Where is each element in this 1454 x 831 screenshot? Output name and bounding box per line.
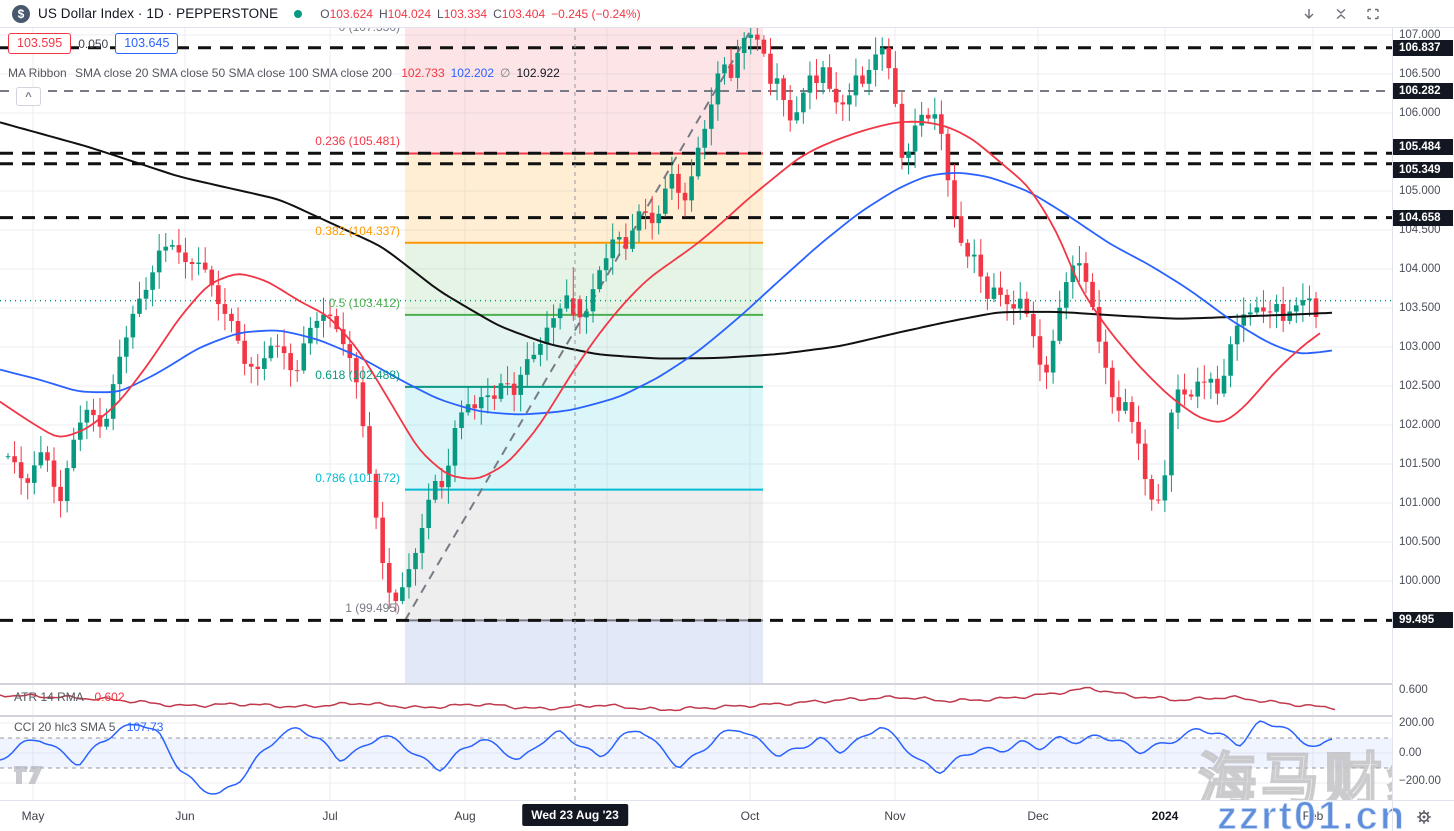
price-tick-label: 107.000 xyxy=(1399,29,1441,41)
price-tick-label: 104.000 xyxy=(1399,263,1441,275)
collapse-panes-icon[interactable] xyxy=(1330,3,1352,25)
price-level-badge: 105.349 xyxy=(1393,161,1453,178)
crosshair-date-badge: Wed 23 Aug '23 xyxy=(522,804,628,826)
bid-ask-legend: 103.595 0.050 103.645 xyxy=(8,33,179,54)
ma-ribbon-params: SMA close 20 SMA close 50 SMA close 100 … xyxy=(75,66,392,80)
url-watermark: zzrt01.cn xyxy=(1216,793,1407,831)
bid-price-box[interactable]: 103.595 xyxy=(8,33,72,54)
price-tick-label: 101.500 xyxy=(1399,458,1441,470)
ma-value: 102.202 xyxy=(450,66,495,80)
ma-ribbon-legend[interactable]: MA Ribbon SMA close 20 SMA close 50 SMA … xyxy=(8,66,560,80)
price-tick-label: 100.000 xyxy=(1399,575,1441,587)
ma-value: ∅ xyxy=(500,66,511,80)
ma-value: 102.733 xyxy=(401,66,445,80)
cci-value: 107.73 xyxy=(126,720,164,734)
price-scale-border xyxy=(1392,0,1393,831)
scroll-to-recent-icon[interactable] xyxy=(1298,3,1320,25)
atr-title: ATR 14 RMA xyxy=(14,690,84,704)
spread-value: 0.050 xyxy=(78,36,109,51)
open-label: O xyxy=(320,6,330,21)
price-level-badge: 105.484 xyxy=(1393,139,1453,156)
scale-settings-corner[interactable] xyxy=(1393,801,1454,831)
high-value: 104.024 xyxy=(387,6,432,21)
time-tick-may: May xyxy=(21,809,45,823)
time-tick-feb: Feb xyxy=(1302,809,1324,823)
symbol-title[interactable]: US Dollar Index · 1D · PEPPERSTONE xyxy=(38,6,279,21)
price-tick-label: 103.500 xyxy=(1399,302,1441,314)
close-label: C xyxy=(493,6,502,21)
ohlc-readout: O103.624 H104.024 L103.334 C103.404 −0.245 (… xyxy=(320,7,646,21)
price-level-badge: 99.495 xyxy=(1393,612,1453,629)
price-tick-label: 104.500 xyxy=(1399,224,1441,236)
close-value: 103.404 xyxy=(501,6,546,21)
time-scale[interactable]: MayJunJulAugSepOctNovDec2024FebWed 23 Au… xyxy=(0,800,1454,831)
chart-canvas[interactable] xyxy=(0,28,1392,800)
ma-value: 102.922 xyxy=(516,66,560,80)
time-tick-dec: Dec xyxy=(1027,809,1049,823)
time-tick-aug: Aug xyxy=(454,809,476,823)
time-tick-jun: Jun xyxy=(175,809,195,823)
toolbar-icons xyxy=(1298,0,1384,28)
chart-toolbar: $ US Dollar Index · 1D · PEPPERSTONE O10… xyxy=(0,0,1454,28)
price-tick-label: 106.500 xyxy=(1399,68,1441,80)
gear-icon[interactable] xyxy=(1415,808,1433,826)
indicator-tick-label: −200.00 xyxy=(1399,775,1441,787)
atr-value: 0.602 xyxy=(94,690,125,704)
time-tick-jul: Jul xyxy=(322,809,338,823)
price-tick-label: 102.000 xyxy=(1399,419,1441,431)
cci-title: CCI 20 hlc3 SMA 5 xyxy=(14,720,116,734)
low-value: 103.334 xyxy=(443,6,488,21)
price-tick-label: 100.500 xyxy=(1399,536,1441,548)
price-level-badge: 106.282 xyxy=(1393,83,1453,99)
price-tick-label: 103.000 xyxy=(1399,341,1441,353)
price-level-badge: 104.658 xyxy=(1393,209,1453,226)
legend-collapse-button[interactable]: ^ xyxy=(16,87,41,106)
price-tick-label: 105.000 xyxy=(1399,185,1441,197)
atr-pane-legend[interactable]: ATR 14 RMA 0.602 xyxy=(14,690,125,704)
maximize-pane-icon[interactable] xyxy=(1362,3,1384,25)
symbol-logo-icon[interactable]: $ xyxy=(12,4,30,23)
price-tick-label: 101.000 xyxy=(1399,497,1441,509)
indicator-tick-label: 200.00 xyxy=(1399,717,1435,729)
time-tick-nov: Nov xyxy=(884,809,906,823)
price-tick-label: 106.000 xyxy=(1399,107,1441,119)
indicator-tick-label: 0.600 xyxy=(1399,684,1428,696)
ma-ribbon-values: 102.733 102.202 ∅ 102.922 xyxy=(395,66,560,80)
time-tick-2024: 2024 xyxy=(1151,809,1179,823)
price-scale[interactable]: 107.000 106.500 106.000 105.000 104.500 104.0… xyxy=(1393,3,1454,800)
ma-ribbon-title: MA Ribbon xyxy=(8,66,67,80)
low-label: L xyxy=(437,6,444,21)
time-tick-oct: Oct xyxy=(740,809,760,823)
price-level-badge: 106.837 xyxy=(1393,39,1453,56)
change-value: −0.245 (−0.24%) xyxy=(551,6,641,21)
market-status-icon[interactable] xyxy=(294,9,303,18)
indicator-tick-label: 0.00 xyxy=(1399,747,1422,759)
ask-price-box[interactable]: 103.645 xyxy=(115,33,179,54)
price-tick-label: 102.500 xyxy=(1399,380,1441,392)
open-value: 103.624 xyxy=(329,6,373,21)
cci-pane-legend[interactable]: CCI 20 hlc3 SMA 5 107.73 xyxy=(14,720,163,734)
high-label: H xyxy=(378,6,388,21)
